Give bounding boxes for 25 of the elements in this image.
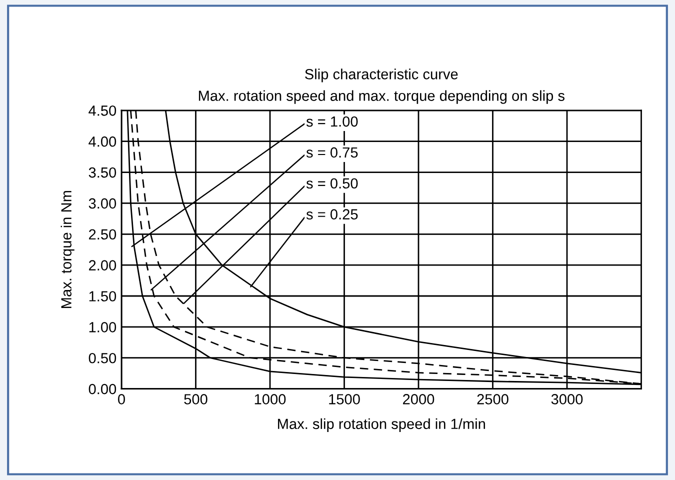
y-tick-label: 4.50: [88, 106, 116, 116]
annotation: s = 0.25: [306, 209, 358, 220]
chart-title: Slip characteristic curve: [305, 68, 458, 82]
y-tick-label: 0.50: [88, 352, 116, 364]
x-tick-label: 2500: [477, 394, 508, 404]
x-axis-title: Max. slip rotation speed in 1/min: [278, 418, 485, 432]
annotation: s = 0.75: [306, 147, 358, 158]
y-tick-label: 4.00: [88, 136, 116, 147]
x-tick-label: 2000: [403, 394, 434, 404]
annotation: s = 0.50: [306, 178, 358, 189]
x-tick-label: 1500: [329, 394, 360, 404]
y-tick-label: 2.50: [88, 229, 116, 240]
chart-subtitle: Max. rotation speed and max. torque depending on slip s: [198, 90, 564, 104]
y-axis-title: Max. torque in Nm: [60, 190, 74, 308]
x-tick-label: 1000: [254, 394, 286, 404]
y-tick-label: 3.50: [88, 167, 116, 178]
y-tick-label: 3.00: [88, 198, 116, 209]
y-tick-label: 1.00: [89, 322, 116, 332]
y-tick-label: 0.00: [88, 384, 116, 394]
x-tick-label: 0: [118, 394, 125, 404]
x-tick-label: 3000: [551, 394, 583, 404]
x-tick-label: 500: [184, 394, 208, 404]
annotation: s = 1.00: [306, 116, 358, 127]
y-tick-label: 2.00: [88, 260, 116, 270]
y-tick-label: 1.50: [89, 291, 116, 302]
